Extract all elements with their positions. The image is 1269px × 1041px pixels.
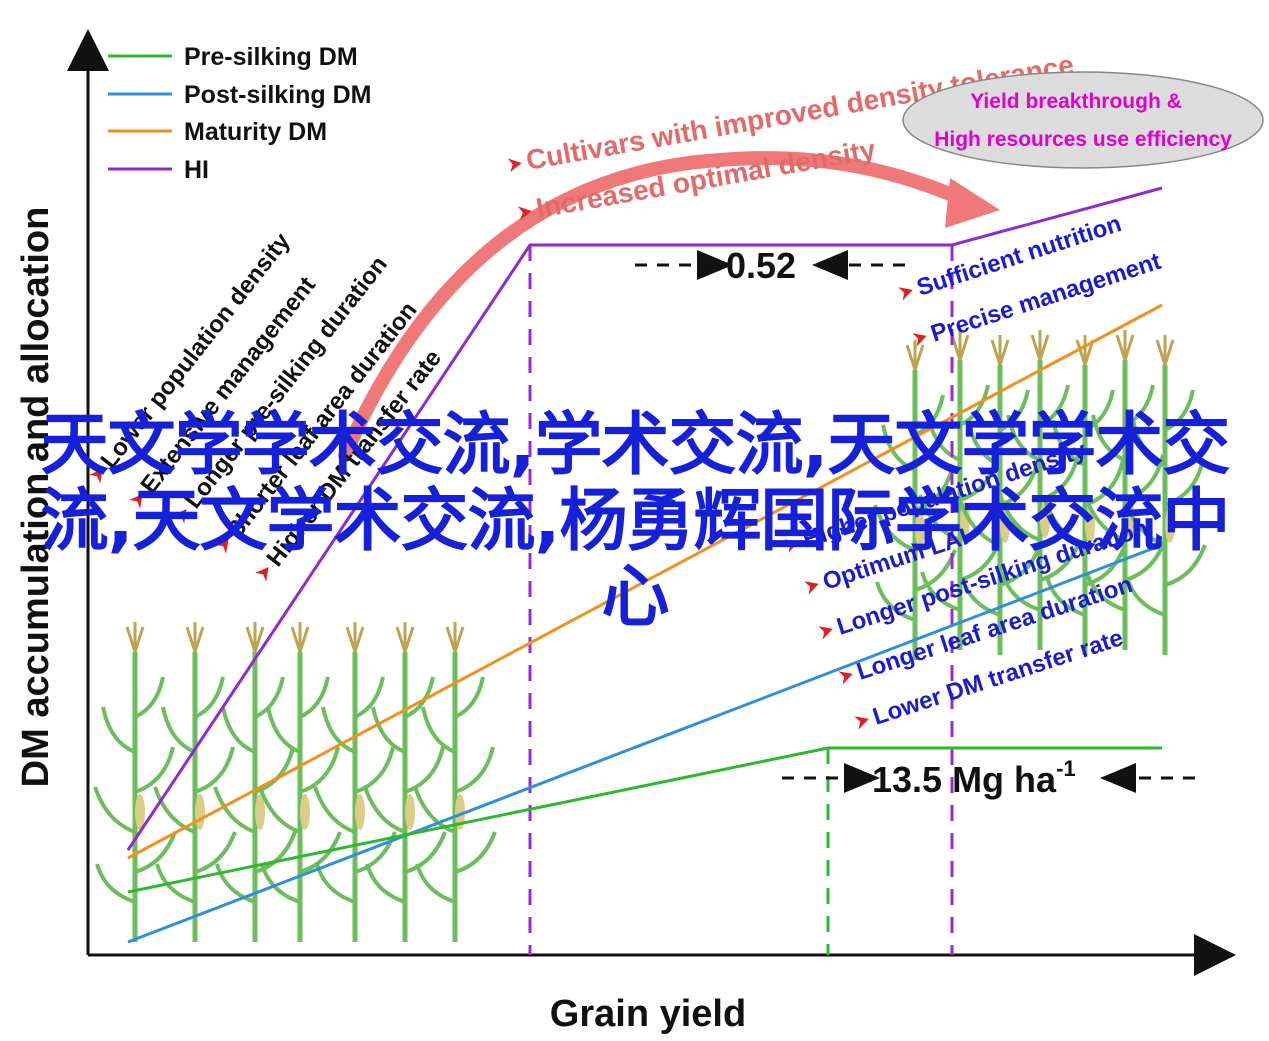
legend: Pre-silking DM Post-silking DM Maturity … bbox=[108, 43, 372, 184]
x-axis-title: Grain yield bbox=[550, 993, 746, 1035]
yield-value: 13.5 Mg ha-1 bbox=[872, 756, 1076, 800]
hi-value: 0.52 bbox=[726, 245, 796, 286]
reference-lines bbox=[528, 245, 954, 955]
legend-label-maturity: Maturity DM bbox=[184, 118, 327, 146]
series-maturity bbox=[127, 303, 1163, 860]
yield-value-annotation: 13.5 Mg ha-1 bbox=[782, 756, 1195, 800]
series-pre-silking bbox=[127, 746, 1162, 894]
big-curved-arrow bbox=[338, 151, 982, 462]
series-hi bbox=[126, 186, 1163, 851]
yield-unit-exponent: -1 bbox=[1056, 756, 1076, 781]
yield-breakthrough-ellipse: Yield breakthrough & High resources use … bbox=[902, 71, 1264, 169]
big-curved-arrow-head bbox=[945, 178, 1000, 228]
axes bbox=[67, 29, 1236, 976]
hi-value-annotation: 0.52 bbox=[635, 245, 905, 286]
ellipse-line-1: Yield breakthrough & bbox=[970, 90, 1182, 113]
ellipse-line-2: High resources use efficiency bbox=[934, 128, 1232, 151]
legend-label-pre: Pre-silking DM bbox=[184, 43, 358, 71]
legend-label-post: Post-silking DM bbox=[184, 81, 372, 109]
legend-label-hi: HI bbox=[184, 156, 209, 184]
y-axis-title: DM accumulation and allocation bbox=[15, 207, 57, 788]
maize-plants-left bbox=[95, 622, 495, 942]
series-post-silking bbox=[127, 543, 1163, 944]
watermark-overlay: 天文学学术交流,学术交流,天文学学术交流,天文学术交流,杨勇辉国际学术交流中心 bbox=[40, 406, 1231, 637]
data-lines bbox=[126, 186, 1163, 944]
